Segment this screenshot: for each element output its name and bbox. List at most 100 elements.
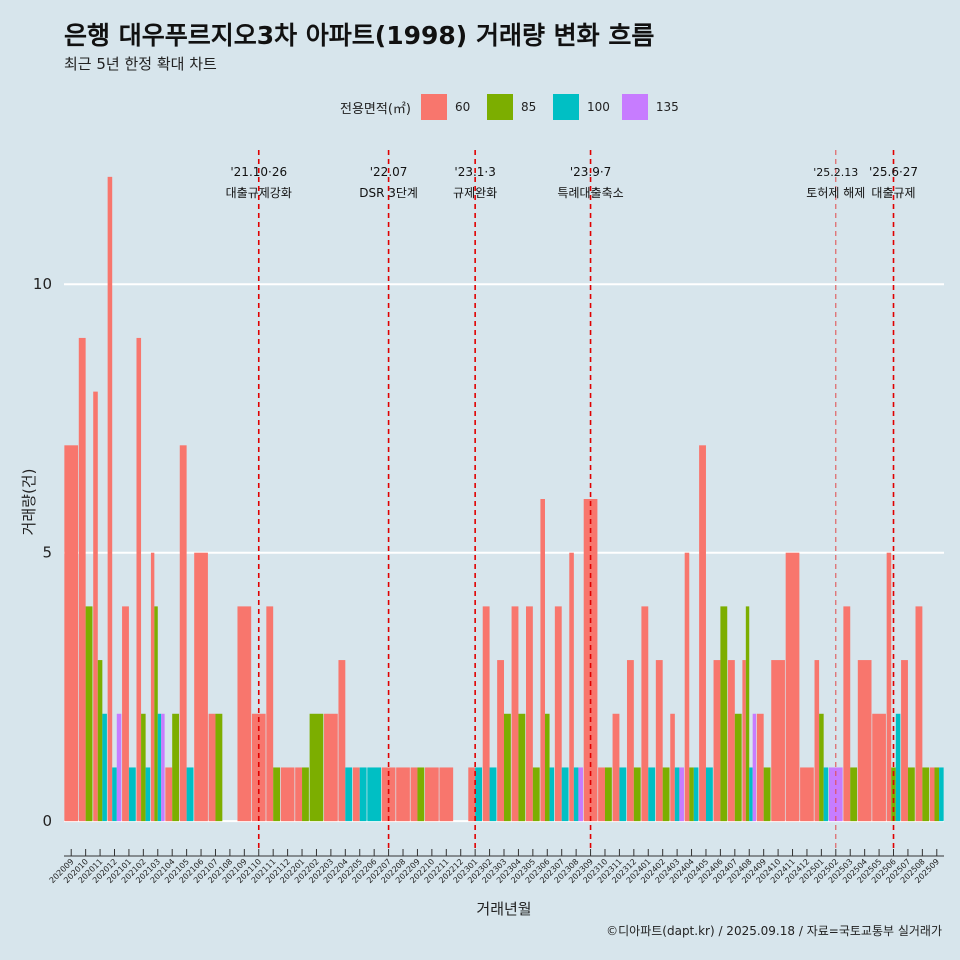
bar-60-202509 bbox=[929, 767, 935, 822]
bar-100-202206 bbox=[367, 767, 382, 822]
event-label-202207: DSR 3단계 bbox=[359, 186, 418, 200]
bar-135-202103 bbox=[161, 713, 165, 822]
bar-60-202411 bbox=[785, 552, 800, 822]
y-axis-title: 거래량(건) bbox=[20, 469, 38, 536]
bar-60-202304 bbox=[511, 606, 519, 822]
y-tick-label-10: 10 bbox=[33, 275, 52, 293]
bar-85-202509 bbox=[934, 767, 940, 822]
bar-85-202111 bbox=[273, 767, 281, 822]
bar-60-202501 bbox=[814, 660, 820, 822]
legend-label-60: 60 bbox=[454, 100, 471, 114]
bar-100-202401 bbox=[648, 767, 656, 822]
bar-60-202207 bbox=[381, 767, 396, 822]
bar-85-202104 bbox=[172, 713, 180, 822]
bar-60-202402 bbox=[655, 660, 663, 822]
legend-item-135: 135 bbox=[621, 94, 683, 120]
bar-60-202107 bbox=[208, 713, 216, 822]
bar-100-202306 bbox=[549, 767, 555, 822]
event-date-202301: '23.1·3 bbox=[454, 165, 495, 179]
bar-85-202404 bbox=[689, 767, 694, 822]
bar-60-202204 bbox=[338, 660, 346, 822]
legend: 전용면적(㎡) 60 85 100 135 bbox=[340, 92, 691, 122]
bar-60-202309 bbox=[583, 499, 598, 822]
bar-60-202310 bbox=[598, 767, 605, 822]
bar-85-202201 bbox=[302, 767, 309, 822]
bar-85-202304 bbox=[518, 713, 526, 822]
bar-135-202403 bbox=[679, 767, 684, 822]
chart-subtitle: 최근 5년 한정 확대 차트 bbox=[64, 55, 217, 73]
bar-100-202408 bbox=[749, 767, 753, 822]
bar-60-202011 bbox=[93, 391, 98, 822]
legend-swatch-100 bbox=[552, 94, 579, 120]
bar-60-202105 bbox=[179, 445, 187, 822]
bar-60-202303 bbox=[497, 660, 504, 822]
bar-60-202205 bbox=[352, 767, 360, 822]
bar-100-202506 bbox=[895, 713, 901, 822]
legend-item-85: 85 bbox=[486, 94, 545, 120]
bar-60-202505 bbox=[872, 713, 886, 822]
bar-60-202203 bbox=[324, 713, 338, 822]
event-date-202110: '21.10·26 bbox=[230, 165, 287, 179]
bar-60-202504 bbox=[857, 660, 872, 822]
bar-60-202211 bbox=[439, 767, 454, 822]
event-label-202309: 특례대출축소 bbox=[557, 186, 623, 200]
bar-100-202308 bbox=[573, 767, 579, 822]
bar-60-202103 bbox=[150, 552, 155, 822]
bar-85-202503 bbox=[850, 767, 858, 822]
bar-60-202102 bbox=[136, 337, 142, 822]
bar-85-202310 bbox=[604, 767, 612, 822]
bar-60-202307 bbox=[554, 606, 562, 822]
bar-100-202501 bbox=[823, 767, 829, 822]
x-axis-title: 거래년월 bbox=[476, 900, 531, 918]
bar-60-202012 bbox=[107, 176, 113, 822]
legend-item-100: 100 bbox=[552, 94, 614, 120]
bar-60-202409 bbox=[756, 713, 764, 822]
bar-60-202302 bbox=[482, 606, 490, 822]
bar-85-202306 bbox=[544, 713, 550, 822]
bar-60-202210 bbox=[425, 767, 439, 822]
bar-100-202011 bbox=[102, 713, 107, 822]
bar-60-202407 bbox=[727, 660, 735, 822]
bar-85-202402 bbox=[662, 767, 670, 822]
bar-60-202010 bbox=[78, 337, 86, 822]
legend-swatch-85 bbox=[486, 94, 513, 120]
bar-85-202305 bbox=[532, 767, 540, 822]
bar-85-202506 bbox=[891, 767, 896, 822]
bar-100-202301 bbox=[475, 767, 482, 822]
bar-85-202103 bbox=[154, 606, 158, 822]
bar-100-202205 bbox=[359, 767, 367, 822]
y-tick-label-5: 5 bbox=[42, 544, 52, 562]
event-date-202207: '22.07 bbox=[370, 165, 408, 179]
bar-60-202110 bbox=[251, 713, 266, 822]
event-label-202502: 토허제 해제 bbox=[806, 186, 865, 200]
legend-label-135: 135 bbox=[655, 100, 679, 114]
bar-85-202010 bbox=[85, 606, 93, 822]
bar-60-202305 bbox=[526, 606, 533, 822]
bar-60-202104 bbox=[165, 767, 173, 822]
legend-swatch-60 bbox=[420, 94, 447, 120]
bar-85-202507 bbox=[907, 767, 915, 822]
bar-85-202011 bbox=[97, 660, 103, 822]
bar-135-202012 bbox=[116, 713, 122, 822]
bar-85-202409 bbox=[763, 767, 771, 822]
event-date-202502: '25.2.13 bbox=[813, 166, 858, 179]
bar-60-202404 bbox=[684, 552, 690, 822]
bar-100-202103 bbox=[157, 713, 162, 822]
bar-60-202507 bbox=[901, 660, 908, 822]
bar-60-202111 bbox=[266, 606, 274, 822]
bar-60-202009 bbox=[64, 445, 79, 822]
bar-100-202204 bbox=[345, 767, 353, 822]
event-date-202506: '25.6·27 bbox=[869, 165, 918, 179]
bar-100-202012 bbox=[112, 767, 117, 822]
bar-135-202308 bbox=[578, 767, 583, 822]
bar-85-202312 bbox=[633, 767, 641, 822]
event-label-202301: 규제완화 bbox=[453, 186, 497, 200]
bar-60-202109 bbox=[237, 606, 252, 822]
bar-60-202408 bbox=[742, 660, 746, 822]
bar-60-202112 bbox=[280, 767, 295, 822]
bar-60-202410 bbox=[771, 660, 785, 822]
bar-60-202201 bbox=[295, 767, 303, 822]
legend-label-85: 85 bbox=[520, 100, 537, 114]
bar-100-202102 bbox=[145, 767, 151, 822]
